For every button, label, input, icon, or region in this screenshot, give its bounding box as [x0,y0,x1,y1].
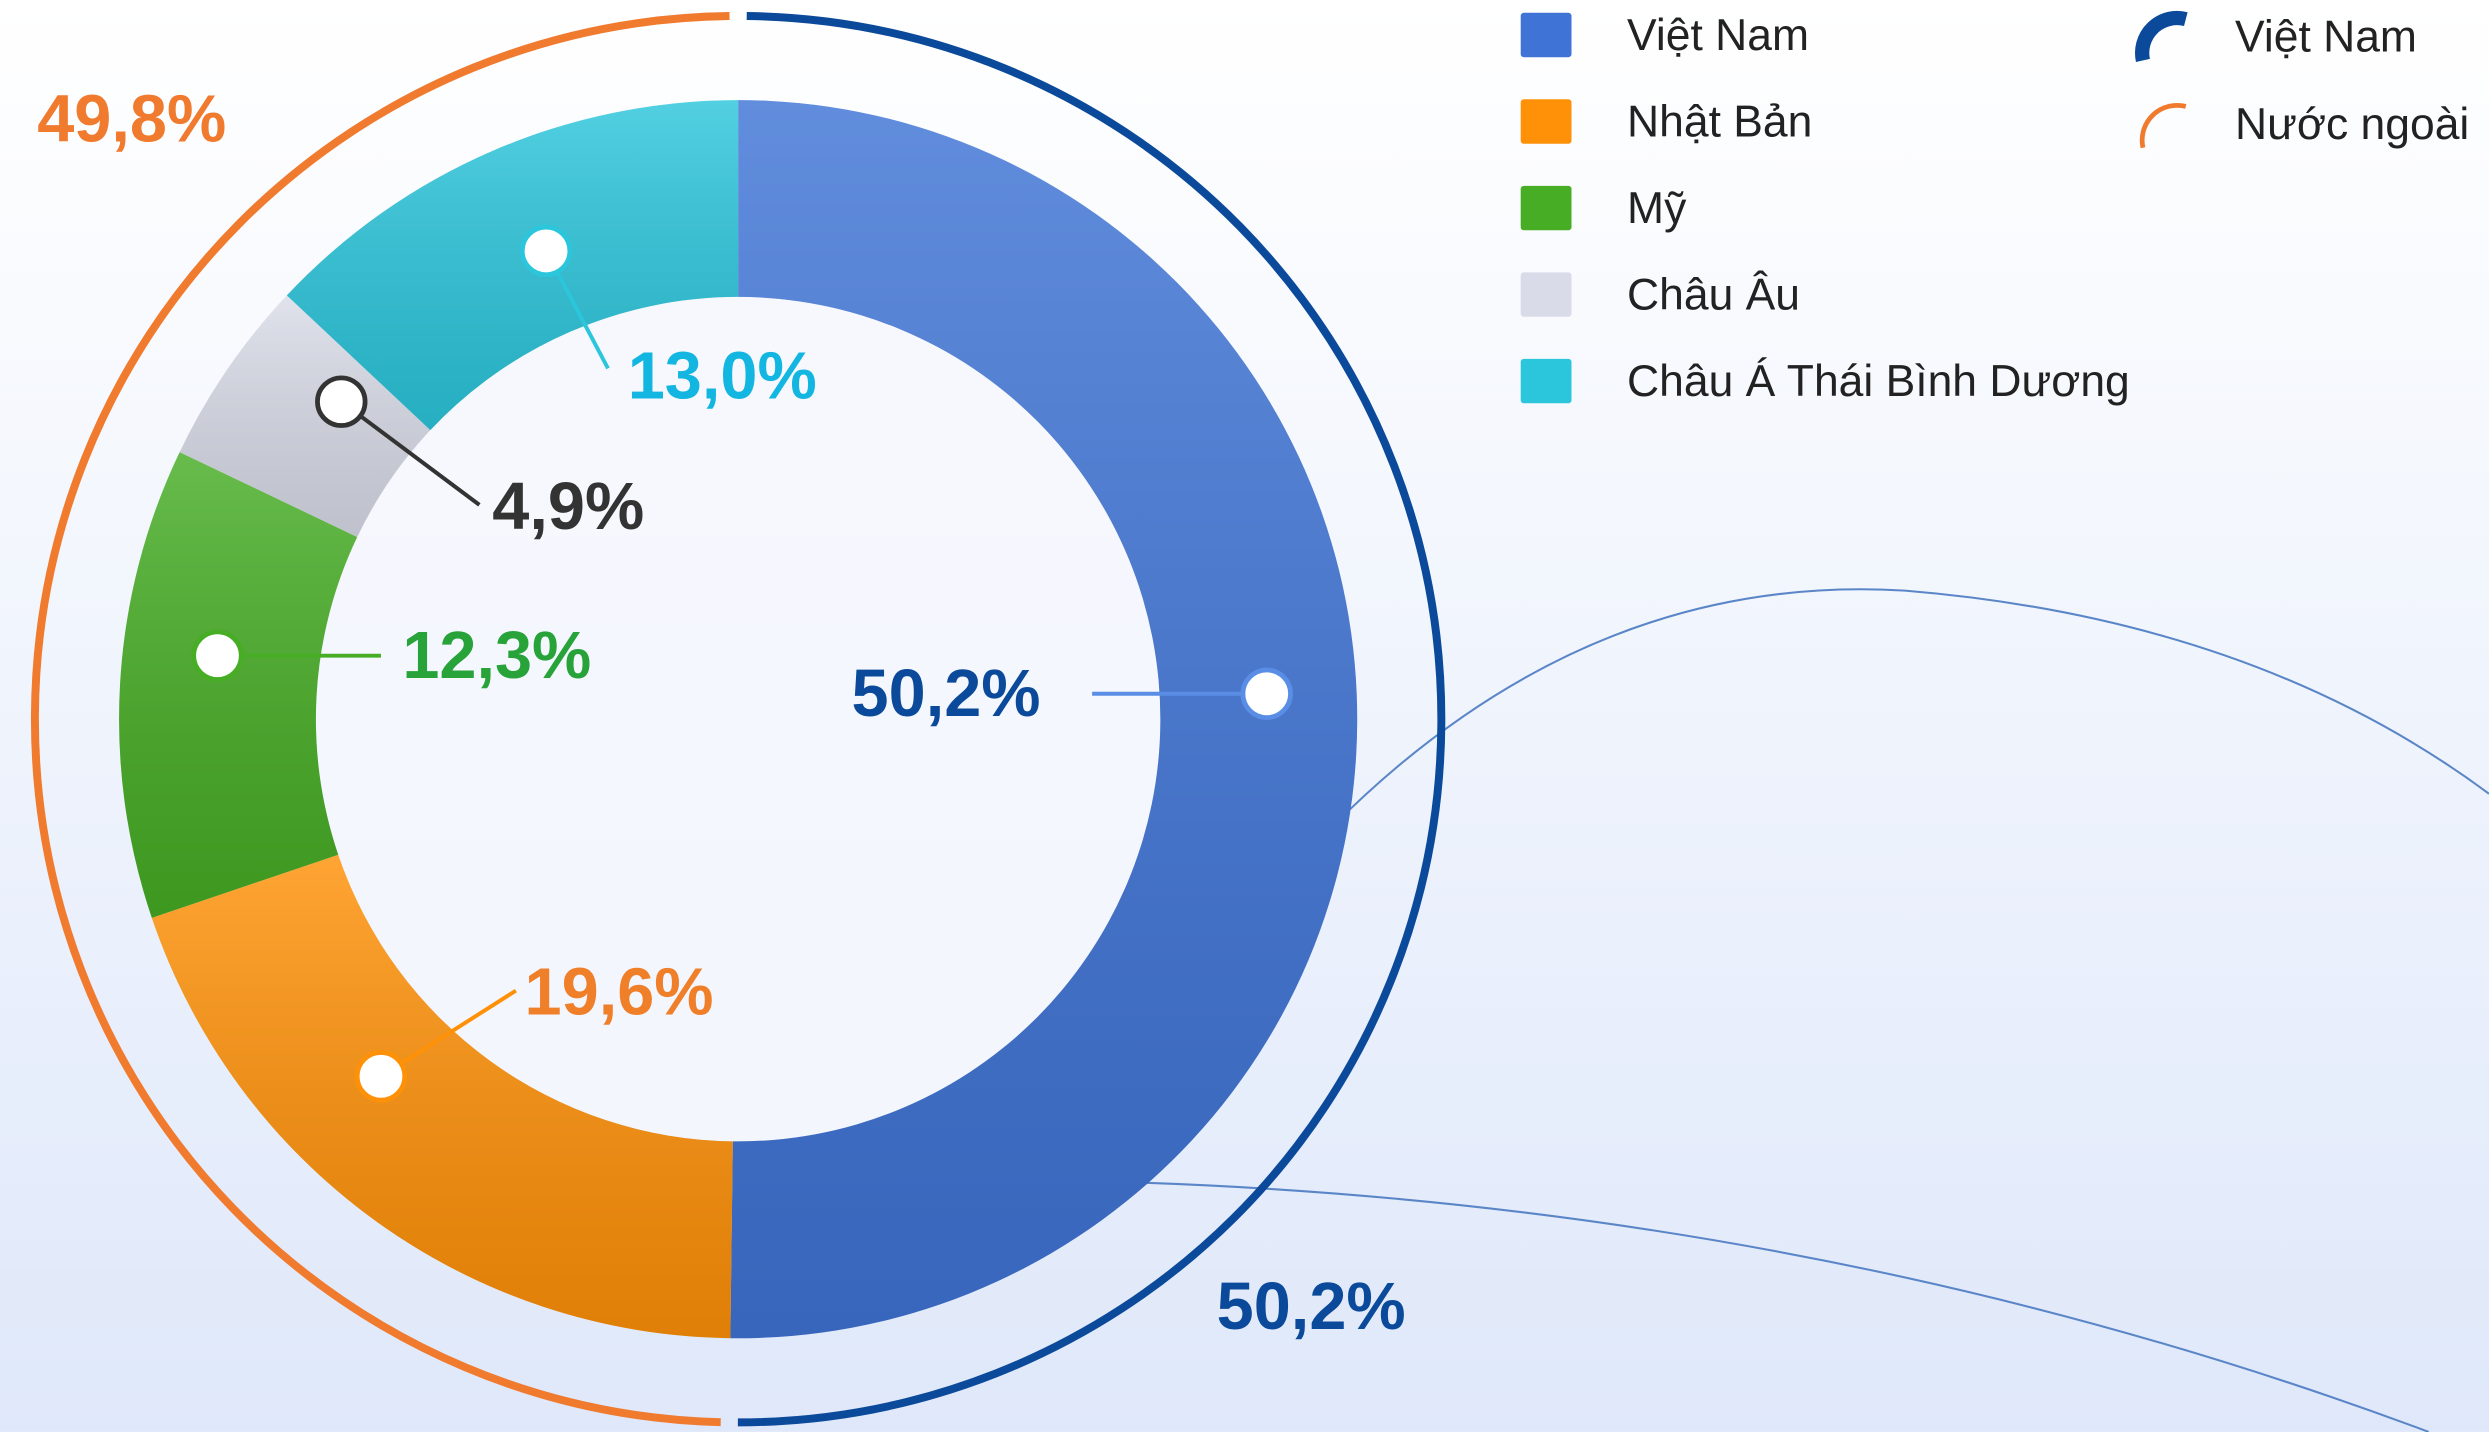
legend-icon [2135,10,2188,62]
decor-arc [1142,1181,2430,1432]
legend-label: Việt Nam [1627,11,1809,60]
leader-dot [354,1050,408,1103]
legend-swatch [1520,358,1572,404]
data-label: 49,8% [37,83,226,157]
segment-shade [119,452,358,918]
donut-hole [315,296,1161,1142]
segment-shade [151,854,733,1339]
legend-swatch [1520,272,1572,317]
legend-label: Châu Á Thái Bình Dương [1627,357,2130,406]
data-label: 50,2% [852,657,1041,731]
legend-label: Việt Nam [2235,13,2417,62]
legend-swatch [1520,99,1572,144]
legend-label: Nhật Bản [1627,97,1812,146]
legend-icon [2139,102,2187,149]
ring-arc [30,12,730,1427]
legend-label: Mỹ [1627,184,1687,233]
data-label: 19,6% [525,956,714,1030]
segment-shade [179,295,431,537]
segment-shade [286,100,739,431]
leader-line [340,400,481,507]
legend-swatch [1520,185,1572,231]
data-label: 12,3% [402,619,591,693]
leader-dot [191,629,244,682]
segment-shade [730,100,1358,1339]
data-label: 13,0% [628,340,817,414]
data-label: 50,2% [1217,1270,1406,1344]
ring-arc [737,12,1446,1427]
data-label: 4,9% [492,470,644,544]
leader-line [379,988,517,1079]
legend-label: Nước ngoài [2235,100,2469,149]
leader-dot [1240,667,1293,720]
legend-swatch [1520,12,1572,58]
legend-label: Châu Âu [1627,270,1800,319]
decor-arc [1332,588,2489,827]
leader-dot [315,375,368,428]
leader-dot [519,224,573,278]
